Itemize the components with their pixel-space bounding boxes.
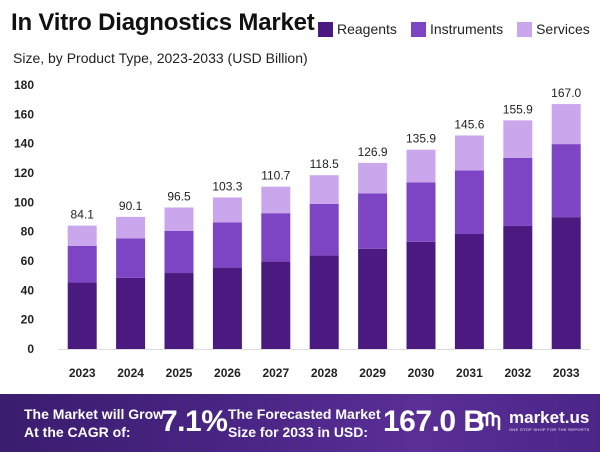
forecast-caption-line1: The Forecasted Market: [228, 406, 381, 422]
bar-services-2030: [406, 149, 436, 183]
legend-swatch-instruments: [410, 21, 426, 37]
bar-instruments-2030: [406, 182, 436, 242]
bar-reagents-2023: [67, 282, 97, 349]
bar-services-2026: [212, 197, 242, 223]
legend-item-instruments: Instruments: [410, 21, 504, 37]
stacked-bar-chart: 0 20 40 60 80 100 120 140 160 180 84.1 2023 90.1 2024…: [14, 78, 590, 380]
bar-reagents-2030: [406, 241, 436, 349]
bar-services-2029: [358, 162, 388, 194]
y-tick-label: 100: [14, 195, 34, 209]
legend-swatch-services: [517, 21, 533, 37]
bar-total-label: 84.1: [71, 208, 95, 222]
chart-subtitle: Size, by Product Type, 2023-2033 (USD Bi…: [13, 50, 308, 66]
x-tick-label: 2024: [117, 366, 144, 380]
bar-services-2031: [454, 135, 484, 171]
footer-banner: The Market will Grow At the CAGR of: 7.1…: [0, 394, 600, 452]
x-tick-label: 2031: [456, 366, 483, 380]
bar-reagents-2024: [116, 277, 146, 349]
bar-services-2024: [116, 216, 146, 239]
x-tick-label: 2023: [69, 366, 96, 380]
bar-reagents-2027: [261, 261, 291, 349]
bar-instruments-2033: [551, 144, 581, 218]
bar-instruments-2032: [503, 157, 533, 226]
bar-services-2025: [164, 207, 194, 231]
legend-item-reagents: Reagents: [318, 21, 397, 37]
x-tick-label: 2029: [359, 366, 386, 380]
brand-tagline: ONE STOP SHOP FOR THE REPORTS: [509, 427, 590, 432]
y-tick-label: 0: [27, 342, 34, 356]
y-tick-label: 160: [14, 107, 34, 121]
forecast-value: 167.0 B: [383, 405, 485, 438]
bar-total-label: 96.5: [167, 189, 191, 203]
x-tick-label: 2028: [311, 366, 338, 380]
x-tick-label: 2032: [504, 366, 531, 380]
chart-title: In Vitro Diagnostics Market: [11, 9, 315, 36]
bar-services-2033: [551, 104, 581, 145]
legend-swatch-reagents: [318, 21, 333, 37]
y-tick-label: 60: [21, 254, 35, 268]
bar-total-label: 167.0: [551, 86, 581, 100]
bar-total-label: 110.7: [261, 169, 290, 183]
forecast-caption: The Forecasted Market Size for 2033 in U…: [228, 405, 381, 441]
chart-legend: Reagents Instruments Services: [318, 21, 598, 37]
bar-instruments-2023: [67, 245, 97, 283]
bar-instruments-2024: [116, 238, 146, 278]
bar-reagents-2026: [212, 267, 242, 349]
y-tick-label: 20: [21, 313, 35, 327]
y-tick-label: 180: [14, 78, 34, 92]
bar-instruments-2026: [212, 222, 242, 268]
bar-services-2027: [261, 186, 291, 214]
bar-total-label: 103.3: [212, 179, 242, 193]
bar-reagents-2025: [164, 273, 194, 349]
legend-label-services: Services: [536, 21, 590, 37]
x-tick-label: 2030: [408, 366, 435, 380]
cagr-caption: The Market will Grow At the CAGR of:: [24, 405, 164, 441]
bar-instruments-2027: [261, 213, 291, 262]
bar-total-label: 118.5: [310, 157, 339, 171]
cagr-caption-line1: The Market will Grow: [24, 406, 165, 422]
forecast-caption-line2: Size for 2033 in USD:: [228, 424, 369, 440]
bar-total-label: 145.6: [454, 117, 484, 131]
bar-total-label: 126.9: [358, 145, 388, 159]
x-tick-label: 2027: [262, 366, 289, 380]
legend-item-services: Services: [517, 21, 590, 37]
y-tick-label: 40: [21, 283, 35, 297]
bar-services-2028: [309, 175, 339, 204]
brand-name: market.us: [509, 408, 590, 427]
bar-reagents-2029: [358, 248, 388, 349]
bar-reagents-2031: [454, 234, 484, 349]
bar-instruments-2028: [309, 203, 339, 256]
bar-reagents-2033: [551, 217, 581, 349]
y-tick-label: 120: [14, 166, 34, 180]
y-tick-label: 80: [21, 225, 35, 239]
bar-services-2032: [503, 120, 533, 158]
cagr-caption-line2: At the CAGR of:: [24, 424, 131, 440]
bar-instruments-2029: [358, 193, 388, 249]
bar-total-label: 90.1: [119, 199, 143, 213]
y-tick-label: 140: [14, 137, 34, 151]
bar-total-label: 135.9: [406, 132, 436, 146]
x-tick-label: 2033: [553, 366, 580, 380]
bar-reagents-2032: [503, 225, 533, 349]
brand-text: market.us ONE STOP SHOP FOR THE REPORTS: [509, 409, 590, 433]
market-us-logo-icon: [479, 411, 501, 431]
legend-label-reagents: Reagents: [337, 21, 397, 37]
bar-reagents-2028: [309, 255, 339, 349]
x-tick-label: 2025: [166, 366, 193, 380]
bar-services-2023: [67, 225, 97, 246]
x-tick-label: 2026: [214, 366, 241, 380]
bar-total-label: 155.9: [503, 102, 533, 116]
cagr-value: 7.1%: [161, 405, 228, 438]
legend-label-instruments: Instruments: [429, 21, 504, 37]
bar-instruments-2025: [164, 230, 194, 274]
bar-instruments-2031: [454, 170, 484, 235]
brand-logo[interactable]: market.us ONE STOP SHOP FOR THE REPORTS: [478, 409, 590, 433]
